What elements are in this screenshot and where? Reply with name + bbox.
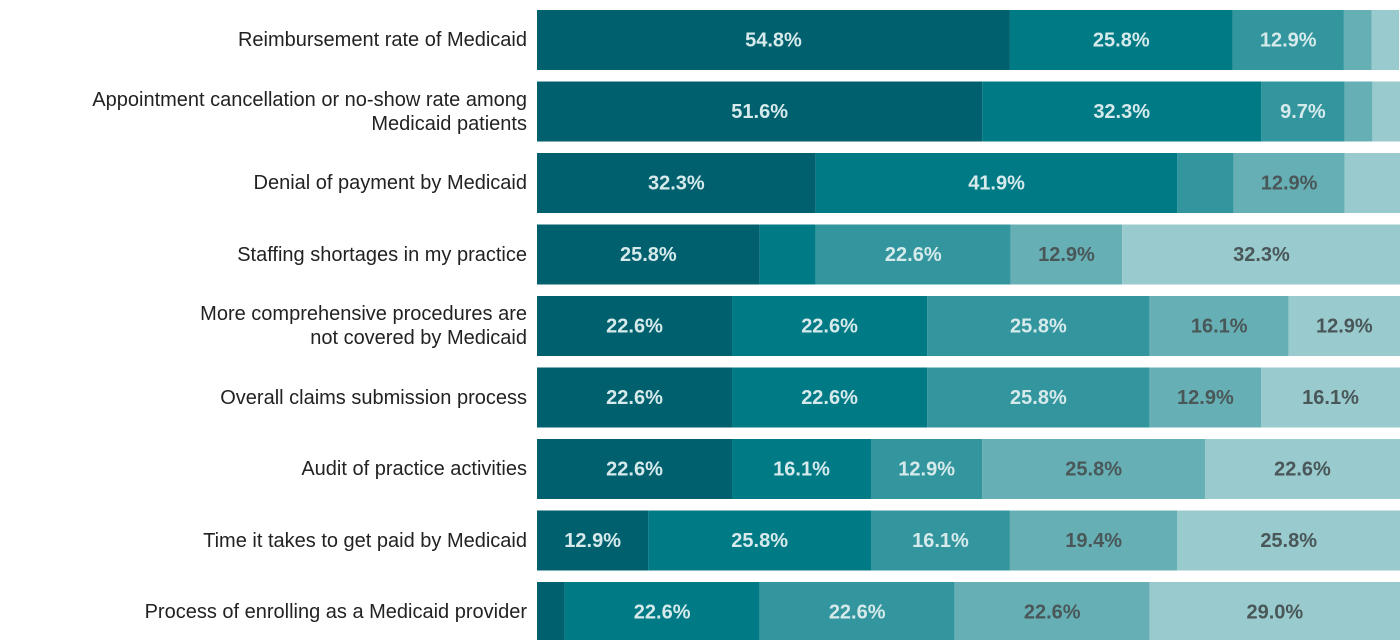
bar-segment (1149, 296, 1289, 356)
category-label: Appointment cancellation or no-show rate… (92, 88, 527, 135)
bar-segment (537, 296, 733, 356)
data-label: 32.3% (1093, 101, 1150, 123)
data-label: 51.6% (731, 101, 788, 123)
bar-segment (1149, 582, 1400, 640)
data-label: 12.9% (1038, 244, 1095, 266)
bar-segment (870, 510, 1010, 571)
data-label: 22.6% (885, 244, 942, 266)
bar-segment (1371, 10, 1400, 70)
data-label: 22.6% (634, 601, 691, 623)
data-label: 22.6% (829, 601, 886, 623)
bar-segment (1177, 510, 1400, 571)
bar-segment (537, 510, 649, 571)
bar-segment (1344, 153, 1400, 213)
data-label: 19.4% (1065, 530, 1122, 552)
data-label: 16.1% (1191, 315, 1248, 337)
bar-segment (1343, 10, 1372, 70)
data-label: 9.7% (1280, 101, 1326, 123)
data-label: 25.8% (731, 530, 788, 552)
data-label: 32.3% (1233, 244, 1290, 266)
bar-segment (537, 224, 760, 285)
data-label: 54.8% (745, 29, 802, 51)
bar-segment (1233, 153, 1345, 213)
data-label: 16.1% (912, 530, 969, 552)
bar-segment (537, 81, 983, 142)
bar-segment (1204, 439, 1400, 499)
bar-segment (537, 10, 1010, 70)
data-label: 16.1% (773, 458, 830, 480)
data-label: 12.9% (1316, 315, 1373, 337)
data-label: 22.6% (606, 315, 663, 337)
data-label: 12.9% (1177, 387, 1234, 409)
bar-segment (1288, 296, 1400, 356)
data-label: 22.6% (606, 458, 663, 480)
bar-segment (1009, 510, 1178, 571)
data-label: 22.6% (801, 387, 858, 409)
category-label: Overall claims submission process (220, 386, 527, 409)
data-label: 32.3% (648, 172, 705, 194)
data-label: 12.9% (898, 458, 955, 480)
bar-segment (954, 582, 1150, 640)
bar-segment (759, 582, 955, 640)
bar-segment (564, 582, 760, 640)
bar-segment (537, 439, 733, 499)
bar-segment (815, 153, 1178, 213)
data-label: 12.9% (564, 530, 621, 552)
bar-segment (1261, 81, 1345, 142)
data-label: 12.9% (1261, 172, 1318, 194)
category-label: Denial of payment by Medicaid (253, 172, 527, 194)
bar-segment (1177, 153, 1234, 213)
category-label: More comprehensive procedures are not co… (200, 303, 527, 349)
bar-segment (870, 439, 983, 499)
bar-segment (732, 439, 871, 499)
bar-segment (537, 582, 565, 640)
bar-segment (1232, 10, 1344, 70)
bar-segment (815, 224, 1011, 285)
bar-segment (1010, 224, 1123, 285)
data-label: 25.8% (620, 244, 677, 266)
data-label: 22.6% (1024, 601, 1081, 623)
bar-segment (537, 153, 816, 213)
category-label: Reimbursement rate of Medicaid (237, 29, 527, 51)
bar-segment (1009, 10, 1233, 70)
category-label: Process of enrolling as a Medicaid provi… (144, 601, 527, 623)
data-label: 25.8% (1065, 458, 1122, 480)
data-label: 22.6% (1274, 458, 1331, 480)
bar-segment (537, 367, 733, 428)
bar-segment (1122, 224, 1400, 285)
data-label: 22.6% (801, 315, 858, 337)
category-label: Audit of practice activities (301, 458, 527, 480)
data-label: 25.8% (1260, 530, 1317, 552)
bar-segment (1344, 81, 1373, 142)
category-label: Time it takes to get paid by Medicaid (203, 529, 527, 552)
bar-segment (982, 439, 1205, 499)
data-label: 25.8% (1093, 29, 1150, 51)
data-label: 25.8% (1010, 315, 1067, 337)
bar-segment (732, 296, 928, 356)
category-label: Staffing shortages in my practice (237, 243, 527, 266)
bar-segment (1261, 367, 1400, 428)
bar-segment (648, 510, 871, 571)
bar-segment (1372, 81, 1400, 142)
data-label: 12.9% (1260, 29, 1317, 51)
data-label: 22.6% (606, 387, 663, 409)
bar-segment (927, 296, 1150, 356)
data-label: 25.8% (1010, 387, 1067, 409)
data-label: 16.1% (1302, 387, 1359, 409)
bar-segment (982, 81, 1262, 142)
bar-segment (759, 224, 816, 285)
bar-segment (1149, 367, 1262, 428)
bar-segment (732, 367, 928, 428)
data-label: 41.9% (968, 172, 1025, 194)
bar-segment (927, 367, 1150, 428)
data-label: 29.0% (1247, 601, 1304, 623)
